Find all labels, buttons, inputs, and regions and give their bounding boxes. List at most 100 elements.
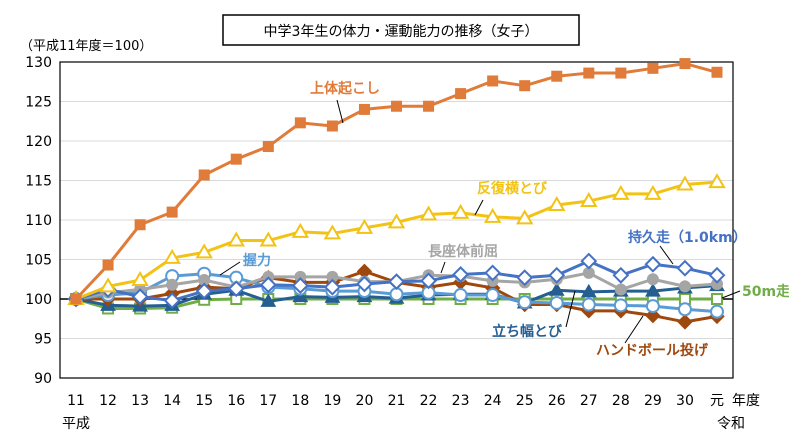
data-point (259, 276, 277, 294)
data-point (679, 58, 691, 70)
data-point (358, 103, 370, 115)
leader-line (624, 315, 644, 344)
data-point (102, 259, 114, 271)
era-label-heisei: 平成 (62, 416, 90, 432)
data-point (551, 70, 563, 82)
y-tick-label: 95 (34, 332, 52, 348)
data-point (483, 207, 502, 223)
x-tick-label: 28 (612, 393, 630, 409)
data-point (646, 273, 659, 286)
x-tick-label: 元 (710, 393, 724, 409)
data-point (131, 271, 149, 287)
data-point (166, 206, 178, 218)
leader-line (659, 245, 674, 265)
series-label: 50m走 (742, 284, 789, 300)
data-point (647, 62, 659, 74)
data-point (580, 252, 598, 270)
data-point (134, 219, 146, 231)
data-point (131, 288, 149, 306)
data-point (549, 295, 564, 310)
data-point (645, 283, 661, 297)
data-point (388, 273, 405, 291)
data-point (519, 80, 531, 92)
x-tick-label: 11 (67, 393, 85, 409)
data-point (678, 280, 691, 293)
x-tick-labels: 11 12 13 14 15 16 17 18 19 20 21 22 23 24 25 26 27 28 29 30… (67, 393, 724, 409)
series-label: 握力 (243, 252, 271, 269)
data-point (355, 218, 374, 234)
data-point (515, 209, 534, 225)
data-point (227, 231, 245, 247)
data-point (323, 278, 341, 296)
x-tick-label: 20 (356, 393, 374, 409)
x-tick-label: 14 (163, 393, 181, 409)
data-point (166, 278, 179, 291)
data-point (259, 231, 278, 247)
data-point (580, 192, 598, 208)
data-point (580, 283, 597, 298)
data-point (708, 173, 726, 189)
data-point (227, 280, 245, 298)
data-point (711, 293, 723, 305)
y-tick-label: 115 (25, 174, 52, 190)
data-point (644, 255, 662, 273)
data-point (453, 288, 468, 303)
y-tick-label: 100 (25, 292, 52, 308)
x-axis-unit-label: 年度 (732, 393, 760, 409)
data-point (323, 224, 342, 240)
leader-line (474, 199, 484, 216)
series-label: 立ち幅とび (492, 323, 563, 340)
data-point (163, 292, 181, 309)
data-point (389, 287, 404, 302)
x-tick-label: 13 (131, 393, 149, 409)
era-label-reiwa: 令和 (717, 416, 745, 432)
data-point (676, 175, 694, 191)
data-point (423, 100, 435, 112)
series-label: 反復横とび (477, 180, 548, 197)
series-label: 長座体前屈 (428, 243, 498, 260)
data-point (517, 295, 532, 310)
data-point (70, 293, 82, 305)
data-point (198, 169, 210, 181)
data-point (195, 243, 213, 259)
data-point (262, 141, 274, 153)
x-tick-label: 29 (644, 393, 662, 409)
y-tick-label: 110 (25, 213, 52, 229)
data-point (615, 67, 627, 79)
x-tick-label: 12 (99, 393, 117, 409)
leader-line (565, 290, 576, 328)
data-point (291, 277, 309, 294)
leader-line (219, 261, 241, 276)
data-point (260, 293, 277, 307)
data-point (326, 120, 338, 132)
x-tick-label: 23 (452, 393, 470, 409)
data-point (419, 205, 438, 221)
y-tick-label: 125 (25, 95, 52, 111)
x-tick-label: 19 (323, 393, 341, 409)
leader-line (336, 99, 344, 124)
data-point (163, 248, 181, 264)
data-point (195, 282, 213, 300)
x-tick-label: 27 (580, 393, 598, 409)
data-point (613, 298, 628, 313)
data-point (708, 266, 726, 284)
data-point (581, 297, 596, 312)
data-point (451, 203, 470, 219)
y-tick-label: 130 (25, 55, 52, 71)
data-point (391, 100, 402, 112)
series-label: 持久走（1.0km） (628, 229, 747, 246)
series-label: 上体起こし (310, 80, 380, 97)
data-point (548, 196, 566, 211)
data-point (99, 277, 117, 293)
x-tick-label: 30 (676, 393, 694, 409)
data-point (455, 88, 467, 100)
y-axis-unit-label: （平成11年度＝100） (20, 38, 152, 54)
data-point (291, 222, 310, 238)
series-label: ハンドボール投げ (596, 343, 709, 359)
data-point (645, 299, 660, 314)
data-point (612, 266, 630, 284)
x-tick-label: 26 (548, 393, 566, 409)
data-point (356, 275, 373, 293)
